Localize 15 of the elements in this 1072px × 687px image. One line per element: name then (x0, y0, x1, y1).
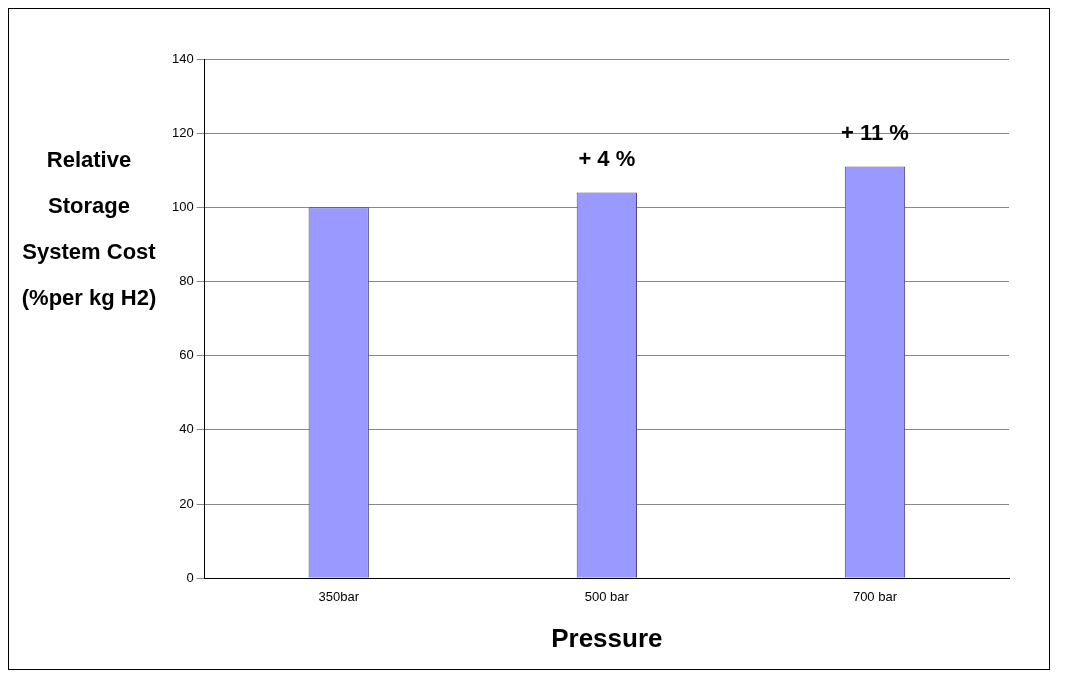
annotation: + 11 % (841, 119, 909, 145)
y-tick-label: 120 (171, 124, 194, 140)
y-tick-label: 60 (179, 347, 194, 363)
x-tick-label: 350bar (318, 588, 360, 604)
y-tick-label: 40 (179, 421, 194, 437)
y-tick-label: 0 (186, 569, 194, 585)
annotation: + 4 % (578, 145, 636, 171)
y-tick-label: 140 (171, 50, 194, 66)
x-axis-title: Pressure (551, 622, 663, 653)
y-tick-label: 100 (171, 198, 194, 214)
x-tick-label: 700 bar (852, 588, 898, 604)
y-axis-title: Relative Storage System Cost (%per kg H2) (20, 146, 158, 312)
y-tick-label: 80 (179, 273, 194, 289)
x-tick-label: 500 bar (584, 588, 630, 604)
y-tick-label: 20 (179, 495, 194, 511)
